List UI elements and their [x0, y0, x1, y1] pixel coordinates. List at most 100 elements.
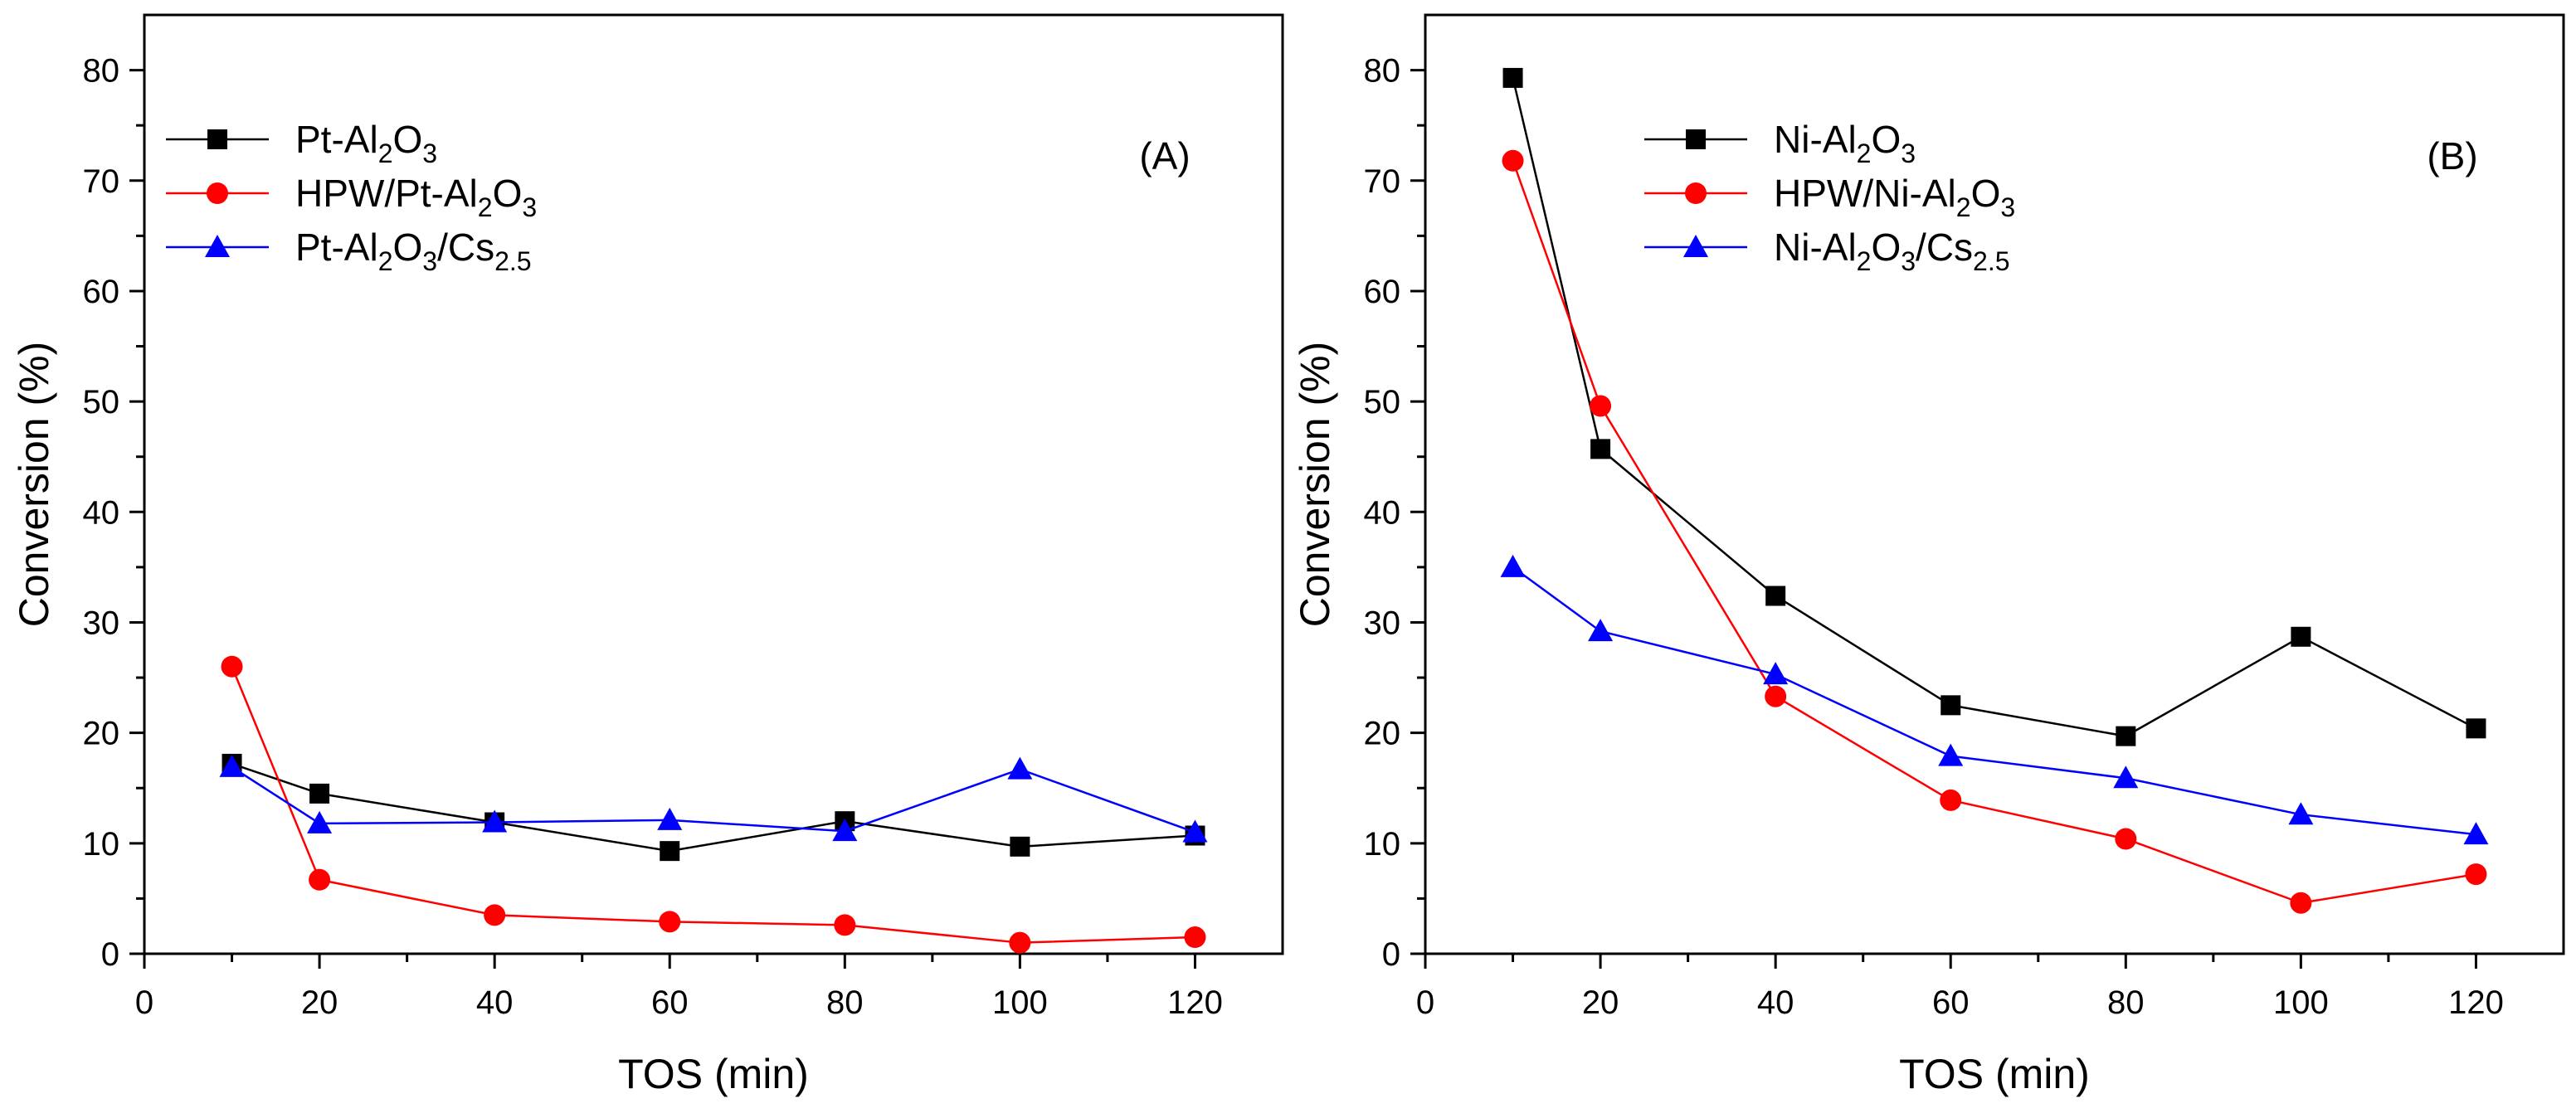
data-point — [2466, 718, 2486, 739]
data-point — [660, 841, 680, 862]
series-line — [231, 666, 1195, 944]
y-tick-label: 10 — [1364, 826, 1401, 863]
x-tick-label: 80 — [2107, 984, 2145, 1021]
y-tick-label: 60 — [1364, 274, 1401, 310]
x-tick-label: 120 — [1167, 984, 1223, 1021]
x-axis-title: TOS (min) — [1899, 1051, 2090, 1097]
legend-marker — [207, 182, 228, 204]
legend-label: HPW/Pt-Al2O3 — [295, 172, 537, 222]
series-line — [1512, 566, 2476, 836]
plot-frame — [1424, 13, 2565, 955]
x-tick-label: 80 — [826, 984, 864, 1021]
series-line — [231, 762, 1195, 853]
legend-label: Ni-Al2O3 — [1774, 118, 1916, 168]
y-tick-label: 50 — [1364, 384, 1401, 420]
x-tick-label: 0 — [1416, 984, 1434, 1021]
legend-item: Ni-Al2O3 — [1644, 118, 1916, 168]
data-point — [1010, 836, 1030, 857]
data-point — [1502, 67, 1523, 88]
data-point — [1765, 685, 1787, 707]
legend-marker — [205, 235, 230, 257]
y-axis-title: Conversion (%) — [11, 342, 57, 628]
legend-marker — [207, 129, 227, 149]
data-point — [2291, 626, 2311, 647]
legend-marker — [1683, 235, 1708, 257]
data-point — [482, 809, 508, 833]
data-point — [832, 819, 858, 842]
y-tick-label: 20 — [1364, 716, 1401, 752]
plot-frame — [143, 13, 1284, 955]
data-point — [1184, 926, 1206, 949]
series-3 — [219, 754, 1208, 843]
legend-item: Pt-Al2O3/Cs2.5 — [166, 226, 532, 276]
series-3 — [1500, 554, 2489, 845]
data-point — [221, 655, 243, 678]
y-tick-label: 30 — [1364, 605, 1401, 641]
y-axis-title: Conversion (%) — [1292, 342, 1338, 628]
panel-label: (A) — [1139, 134, 1190, 177]
data-point — [1938, 743, 1964, 766]
y-tick-label: 40 — [83, 494, 120, 531]
legend-label: Pt-Al2O3 — [295, 118, 437, 168]
data-point — [1009, 931, 1031, 954]
data-point — [484, 904, 506, 926]
legend-marker — [1686, 129, 1706, 149]
data-point — [2115, 828, 2137, 850]
panel-b: 0 20 40 60 80 100 120 0 10 20 30 40 50 60 70 80 TOS (min… — [1292, 13, 2565, 1097]
data-point — [2463, 822, 2489, 845]
data-point — [1588, 619, 1614, 642]
panel-label: (B) — [2427, 134, 2477, 177]
data-point — [1763, 662, 1789, 685]
data-point — [2113, 765, 2139, 789]
series-1 — [222, 753, 1205, 862]
y-tick-label: 0 — [101, 936, 119, 973]
series-2 — [1502, 149, 2487, 914]
data-point — [1007, 756, 1033, 780]
y-tick-label: 80 — [1364, 53, 1401, 90]
panel-a: 0 20 40 60 80 100 120 0 10 20 30 40 50 60 70 80 TOS (min… — [11, 13, 1284, 1097]
y-tick-label: 70 — [1364, 163, 1401, 200]
data-point — [659, 911, 681, 933]
data-point — [2288, 802, 2314, 825]
x-tick-label: 60 — [1932, 984, 1970, 1021]
y-tick-label: 30 — [83, 605, 120, 641]
series-line — [231, 765, 1195, 833]
legend-item: Pt-Al2O3 — [166, 118, 437, 168]
data-point — [657, 807, 683, 830]
x-tick-label: 0 — [135, 984, 153, 1021]
y-tick-label: 60 — [83, 274, 120, 310]
series-2 — [221, 655, 1206, 954]
y-tick-label: 70 — [83, 163, 120, 200]
y-tick-label: 20 — [83, 716, 120, 752]
x-tick-label: 120 — [2448, 984, 2504, 1021]
data-point — [219, 754, 245, 777]
x-tick-label: 40 — [1757, 984, 1794, 1021]
data-point — [834, 914, 856, 936]
data-point — [2465, 863, 2487, 886]
x-tick-label: 100 — [2273, 984, 2329, 1021]
x-tick-label: 20 — [301, 984, 338, 1021]
data-point — [1765, 586, 1786, 606]
series-1 — [1502, 67, 2486, 746]
x-tick-label: 40 — [476, 984, 514, 1021]
legend-item: Ni-Al2O3/Cs2.5 — [1644, 226, 2010, 276]
data-point — [309, 783, 330, 804]
legend-label: HPW/Ni-Al2O3 — [1774, 172, 2015, 222]
legend-label: Ni-Al2O3/Cs2.5 — [1774, 226, 2010, 276]
data-point — [2290, 892, 2312, 914]
data-point — [1182, 819, 1208, 843]
x-tick-label: 100 — [992, 984, 1048, 1021]
data-point — [1941, 695, 1961, 716]
legend-item: HPW/Pt-Al2O3 — [166, 172, 537, 222]
y-tick-label: 50 — [83, 384, 120, 420]
data-point — [309, 868, 331, 891]
data-point — [1590, 439, 1611, 459]
data-point — [307, 810, 333, 833]
data-point — [1500, 554, 1526, 577]
data-point — [1940, 789, 1962, 811]
legend-label: Pt-Al2O3/Cs2.5 — [295, 226, 532, 276]
y-tick-label: 10 — [83, 826, 120, 863]
